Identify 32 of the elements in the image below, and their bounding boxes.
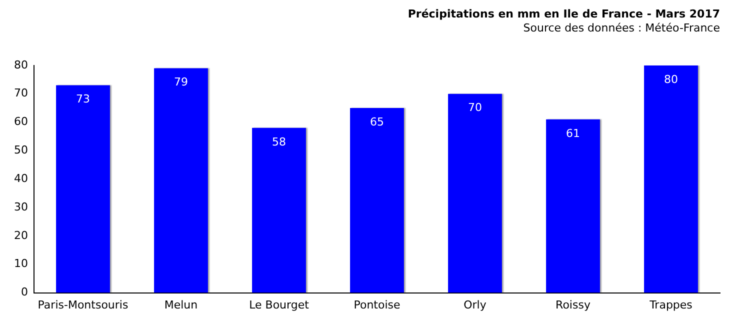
x-tick-label: Pontoise — [354, 298, 400, 312]
x-tick-label: Paris-Montsouris — [38, 298, 128, 312]
x-tick-label: Roissy — [556, 298, 591, 312]
data-label: 79 — [174, 76, 188, 89]
x-tick-label: Melun — [164, 298, 198, 312]
y-tick-label: 30 — [14, 200, 28, 214]
y-tick-label: 10 — [14, 257, 28, 270]
y-tick-label: 60 — [14, 115, 28, 128]
y-tick-label: 20 — [14, 228, 28, 242]
y-tick-label: 40 — [14, 172, 28, 185]
data-label: 65 — [370, 115, 384, 128]
data-label: 80 — [664, 72, 678, 86]
y-tick-label: 50 — [14, 144, 28, 157]
chart-subtitle: Source des données : Météo-France — [523, 22, 720, 35]
bar — [56, 85, 110, 293]
x-tick-label: Le Bourget — [249, 298, 310, 312]
bar — [252, 128, 306, 293]
data-label: 58 — [272, 135, 286, 148]
bar — [448, 94, 502, 293]
bar — [644, 65, 698, 293]
data-label: 61 — [566, 126, 580, 140]
y-tick-label: 70 — [14, 86, 28, 100]
y-tick-label: 0 — [20, 286, 28, 299]
data-label: 73 — [76, 92, 90, 106]
bar — [350, 108, 404, 293]
x-tick-label: Trappes — [648, 298, 693, 312]
chart-title: Précipitations en mm en Ile de France - Mars 2017 — [408, 7, 720, 20]
data-label: 70 — [468, 101, 482, 114]
x-tick-label: Orly — [464, 298, 487, 312]
bar — [546, 119, 600, 293]
bar — [154, 68, 208, 293]
y-tick-label: 80 — [14, 58, 28, 72]
